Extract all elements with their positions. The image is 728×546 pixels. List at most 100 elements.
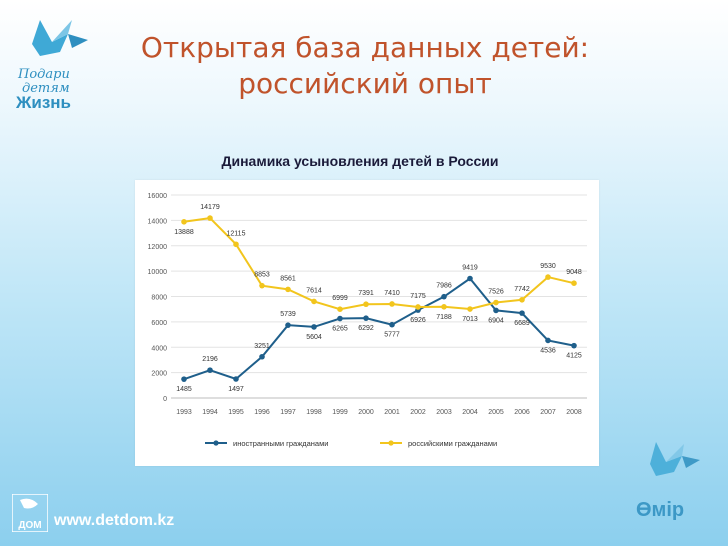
- data-label: 9530: [540, 263, 556, 270]
- data-point: [545, 274, 551, 280]
- data-label: 8853: [254, 272, 270, 279]
- data-point: [285, 286, 291, 293]
- data-label: 1485: [176, 386, 192, 393]
- data-label: 1497: [228, 386, 244, 393]
- data-point: [467, 275, 473, 282]
- logo-line2: детям: [22, 81, 70, 96]
- data-point: [493, 299, 499, 306]
- data-label: 8561: [280, 275, 296, 282]
- x-tick-label: 2000: [358, 409, 374, 416]
- podari-detyam-zhizn-logo: Подари детям Жизнь: [10, 12, 115, 112]
- hand-icon: [20, 498, 38, 509]
- data-point: [571, 280, 577, 287]
- data-point: [415, 304, 421, 310]
- data-label: 6292: [358, 325, 374, 332]
- legend-marker: [213, 440, 219, 446]
- data-label: 6926: [410, 317, 426, 324]
- x-tick-label: 1996: [254, 409, 270, 416]
- data-point: [233, 376, 239, 382]
- x-tick-label: 2004: [462, 409, 478, 416]
- y-tick-label: 4000: [151, 345, 167, 352]
- data-point: [519, 296, 525, 303]
- data-label: 7742: [514, 286, 530, 293]
- data-point: [285, 322, 291, 328]
- data-point: [545, 337, 551, 344]
- legend-label: российскими гражданами: [408, 439, 497, 448]
- data-label: 3251: [254, 343, 270, 350]
- detdom-logo: ДОМ: [11, 493, 49, 533]
- chart-card: 0 2000 4000 6000 8000 10000 12000 14000 16000 199…: [135, 180, 599, 466]
- data-point: [337, 315, 343, 322]
- data-label: 7175: [410, 293, 426, 300]
- logo-line1: Подари: [17, 67, 70, 82]
- bird-icon: Өмір: [636, 442, 700, 521]
- data-point: [181, 218, 187, 225]
- y-tick-label: 12000: [148, 244, 168, 251]
- data-label: 6689: [514, 320, 530, 327]
- x-tick-label: 2003: [436, 409, 452, 416]
- data-label: 14179: [200, 204, 220, 211]
- y-tick-label: 8000: [151, 295, 167, 302]
- omir-logo-text: Өмір: [636, 499, 684, 521]
- y-tick-label: 2000: [151, 371, 167, 378]
- data-point: [259, 353, 265, 360]
- data-label: 7013: [462, 316, 478, 323]
- page-title: Открытая база данных детей: российский о…: [115, 30, 615, 102]
- data-point: [207, 215, 213, 221]
- data-label: 7410: [384, 290, 400, 297]
- data-label: 7986: [436, 283, 452, 290]
- data-label: 9419: [462, 264, 478, 271]
- y-tick-label: 0: [163, 396, 167, 403]
- data-point: [363, 315, 369, 321]
- x-tick-label: 1997: [280, 409, 296, 416]
- data-label: 4125: [566, 353, 582, 360]
- x-tick-label: 1993: [176, 409, 192, 416]
- data-label: 13888: [174, 229, 194, 236]
- x-tick-label: 1994: [202, 409, 218, 416]
- data-point: [337, 306, 343, 313]
- title-line-2: российский опыт: [238, 67, 492, 100]
- data-point: [389, 301, 395, 307]
- x-tick-label: 1995: [228, 409, 244, 416]
- y-tick-label: 6000: [151, 320, 167, 327]
- data-label: 7188: [436, 314, 452, 321]
- legend-label: иностранными гражданами: [233, 439, 328, 448]
- data-point: [207, 367, 213, 373]
- adoption-line-chart: 0 2000 4000 6000 8000 10000 12000 14000 16000 199…: [148, 193, 587, 448]
- x-tick-label: 1999: [332, 409, 348, 416]
- data-point: [389, 321, 395, 328]
- data-point: [363, 301, 369, 308]
- data-point: [441, 304, 447, 310]
- x-tick-label: 2007: [540, 409, 556, 416]
- data-point: [493, 307, 499, 314]
- data-label: 5604: [306, 334, 322, 341]
- x-tick-label: 2005: [488, 409, 504, 416]
- data-label: 12115: [227, 230, 246, 237]
- x-tick-label: 2001: [384, 409, 400, 416]
- detdom-logo-text: ДОМ: [18, 520, 41, 531]
- data-point: [311, 324, 317, 330]
- data-label: 7614: [306, 287, 322, 294]
- data-label: 7526: [488, 289, 504, 296]
- series-line-2: [183, 217, 575, 311]
- data-label: 2196: [202, 356, 218, 363]
- data-point: [519, 310, 525, 316]
- footer-url-link[interactable]: www.detdom.kz: [54, 512, 175, 529]
- x-tick-label: 2002: [410, 409, 426, 416]
- data-point: [571, 342, 577, 349]
- data-label: 7391: [358, 290, 374, 297]
- data-label: 5739: [280, 311, 296, 318]
- series-line-1: [183, 277, 575, 381]
- x-tick-label: 2006: [514, 409, 530, 416]
- y-tick-label: 10000: [148, 269, 168, 276]
- omir-logo: Өмір: [626, 436, 712, 536]
- x-tick-label: 2008: [566, 409, 582, 416]
- data-label: 6904: [488, 317, 504, 324]
- data-label: 4536: [540, 347, 556, 354]
- chart-title: Динамика усыновления детей в России: [221, 153, 499, 169]
- data-point: [467, 306, 473, 312]
- legend-marker: [388, 440, 394, 446]
- data-label: 6265: [332, 326, 348, 333]
- data-point: [311, 298, 317, 305]
- bird-icon: Подари детям Жизнь: [15, 20, 88, 112]
